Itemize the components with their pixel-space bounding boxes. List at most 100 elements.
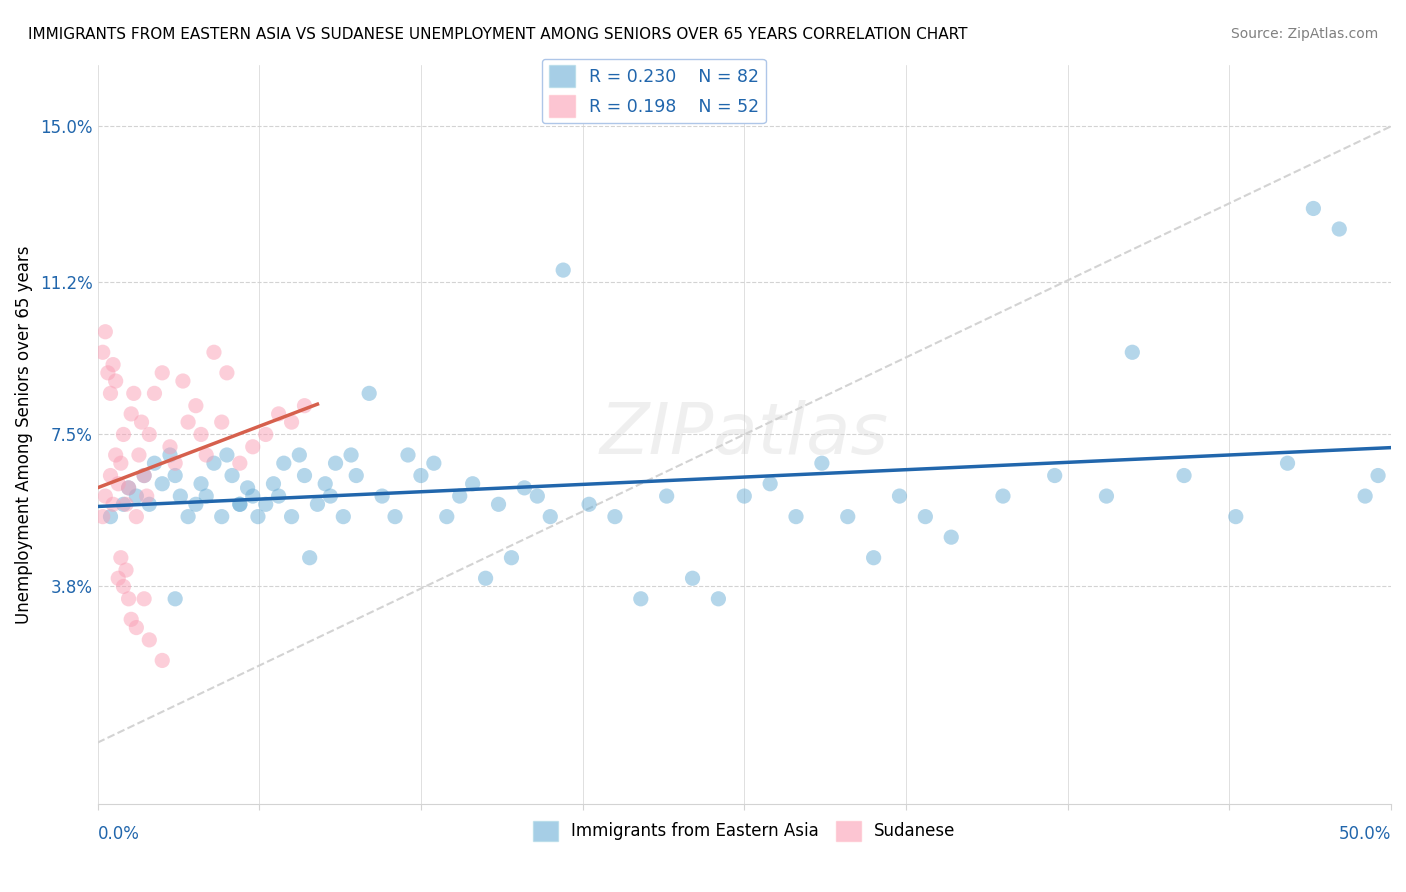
- Point: [143, 456, 166, 470]
- Point: [229, 456, 252, 470]
- Point: [307, 497, 329, 511]
- Point: [202, 456, 225, 470]
- Point: [138, 497, 160, 511]
- Point: [298, 550, 321, 565]
- Point: [578, 497, 600, 511]
- Point: [91, 345, 114, 359]
- Point: [941, 530, 963, 544]
- Point: [150, 476, 173, 491]
- Point: [630, 591, 652, 606]
- Point: [211, 509, 233, 524]
- Point: [100, 509, 122, 524]
- Point: [211, 415, 233, 429]
- Point: [117, 481, 139, 495]
- Point: [359, 386, 381, 401]
- Point: [138, 427, 160, 442]
- Point: [190, 476, 212, 491]
- Point: [229, 497, 252, 511]
- Point: [319, 489, 342, 503]
- Point: [1367, 468, 1389, 483]
- Point: [340, 448, 363, 462]
- Point: [288, 448, 311, 462]
- Point: [461, 476, 484, 491]
- Text: Source: ZipAtlas.com: Source: ZipAtlas.com: [1230, 27, 1378, 41]
- Point: [112, 497, 135, 511]
- Point: [236, 481, 259, 495]
- Point: [267, 489, 290, 503]
- Text: 50.0%: 50.0%: [1339, 825, 1391, 843]
- Point: [889, 489, 911, 503]
- Point: [1225, 509, 1247, 524]
- Point: [436, 509, 458, 524]
- Point: [553, 263, 575, 277]
- Point: [759, 476, 782, 491]
- Point: [165, 591, 187, 606]
- Point: [117, 481, 139, 495]
- Point: [314, 476, 336, 491]
- Point: [195, 489, 218, 503]
- Text: 0.0%: 0.0%: [97, 825, 139, 843]
- Point: [159, 448, 181, 462]
- Point: [91, 509, 114, 524]
- Point: [159, 440, 181, 454]
- Point: [423, 456, 446, 470]
- Point: [110, 456, 132, 470]
- Y-axis label: Unemployment Among Seniors over 65 years: Unemployment Among Seniors over 65 years: [15, 245, 32, 624]
- Point: [138, 632, 160, 647]
- Point: [125, 621, 148, 635]
- Point: [120, 612, 142, 626]
- Point: [165, 468, 187, 483]
- Point: [280, 509, 302, 524]
- Point: [1043, 468, 1066, 483]
- Point: [384, 509, 406, 524]
- Point: [177, 509, 200, 524]
- Point: [332, 509, 354, 524]
- Point: [344, 468, 367, 483]
- Point: [165, 456, 187, 470]
- Point: [150, 653, 173, 667]
- Point: [488, 497, 510, 511]
- Point: [177, 415, 200, 429]
- Point: [267, 407, 290, 421]
- Point: [101, 358, 124, 372]
- Point: [134, 468, 156, 483]
- Point: [190, 427, 212, 442]
- Point: [125, 489, 148, 503]
- Point: [94, 489, 117, 503]
- Point: [862, 550, 884, 565]
- Text: ZIPatlas: ZIPatlas: [600, 400, 889, 469]
- Point: [134, 468, 156, 483]
- Point: [100, 468, 122, 483]
- Point: [1302, 202, 1324, 216]
- Point: [837, 509, 859, 524]
- Point: [100, 386, 122, 401]
- Point: [120, 407, 142, 421]
- Point: [184, 497, 207, 511]
- Point: [409, 468, 432, 483]
- Point: [104, 374, 127, 388]
- Point: [202, 345, 225, 359]
- Point: [104, 448, 127, 462]
- Point: [603, 509, 626, 524]
- Point: [172, 374, 194, 388]
- Point: [215, 366, 238, 380]
- Point: [184, 399, 207, 413]
- Point: [150, 366, 173, 380]
- Point: [1121, 345, 1143, 359]
- Point: [254, 497, 277, 511]
- Point: [811, 456, 834, 470]
- Point: [538, 509, 561, 524]
- Point: [117, 591, 139, 606]
- Point: [501, 550, 523, 565]
- Text: IMMIGRANTS FROM EASTERN ASIA VS SUDANESE UNEMPLOYMENT AMONG SENIORS OVER 65 YEAR: IMMIGRANTS FROM EASTERN ASIA VS SUDANESE…: [28, 27, 967, 42]
- Point: [134, 591, 156, 606]
- Point: [396, 448, 419, 462]
- Point: [682, 571, 704, 585]
- Point: [294, 399, 316, 413]
- Point: [242, 440, 264, 454]
- Point: [122, 386, 145, 401]
- Point: [733, 489, 755, 503]
- Point: [97, 366, 120, 380]
- Point: [229, 497, 252, 511]
- Point: [131, 415, 153, 429]
